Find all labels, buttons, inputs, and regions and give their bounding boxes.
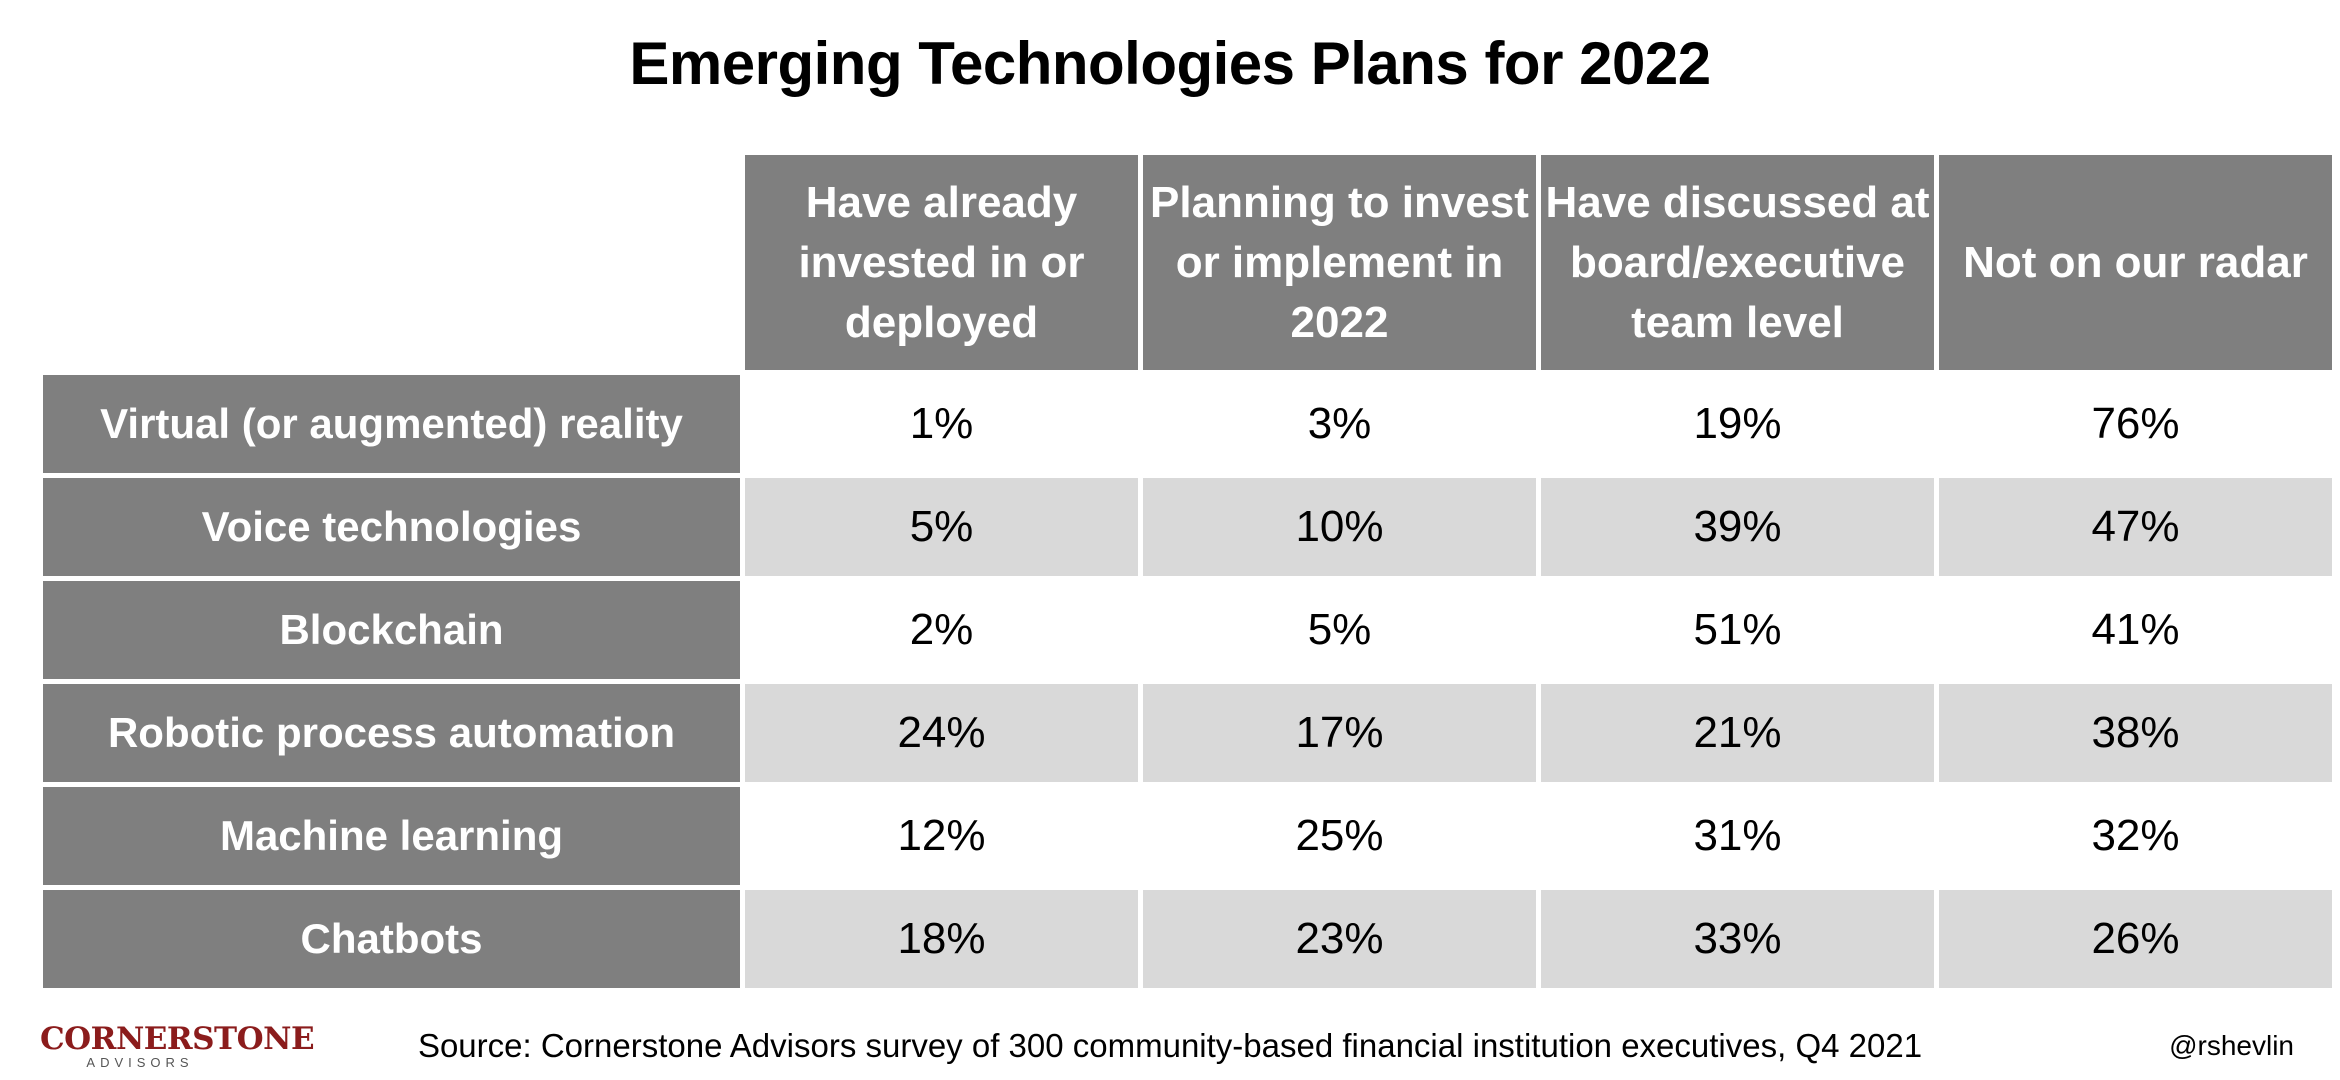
value-cell: 38% — [1939, 684, 2332, 782]
author-handle: @rshevlin — [2169, 1030, 2294, 1061]
value-cell: 23% — [1143, 890, 1536, 988]
column-header: Have already invested in or deployed — [745, 155, 1138, 370]
table-row: Chatbots 18% 23% 33% 26% — [43, 890, 2332, 988]
value-cell: 5% — [1143, 581, 1536, 679]
value-cell: 19% — [1541, 375, 1934, 473]
value-cell: 2% — [745, 581, 1138, 679]
value-cell: 31% — [1541, 787, 1934, 885]
value-cell: 21% — [1541, 684, 1934, 782]
value-cell: 26% — [1939, 890, 2332, 988]
value-cell: 33% — [1541, 890, 1934, 988]
row-header: Machine learning — [43, 787, 740, 885]
column-header: Not on our radar — [1939, 155, 2332, 370]
column-header: Have discussed at board/executive team l… — [1541, 155, 1934, 370]
corner-cell — [43, 155, 740, 370]
value-cell: 24% — [745, 684, 1138, 782]
value-cell: 18% — [745, 890, 1138, 988]
column-header: Planning to invest or implement in 2022 — [1143, 155, 1536, 370]
value-cell: 17% — [1143, 684, 1536, 782]
value-cell: 5% — [745, 478, 1138, 576]
data-table: Have already invested in or deployed Plan… — [38, 150, 2337, 993]
table-row: Blockchain 2% 5% 51% 41% — [43, 581, 2332, 679]
row-header: Virtual (or augmented) reality — [43, 375, 740, 473]
value-cell: 76% — [1939, 375, 2332, 473]
logo-subtitle: ADVISORS — [86, 1055, 194, 1070]
value-cell: 51% — [1541, 581, 1934, 679]
header-row: Have already invested in or deployed Plan… — [43, 155, 2332, 370]
value-cell: 25% — [1143, 787, 1536, 885]
cornerstone-logo: CORNERSTONE ADVISORS — [40, 1021, 315, 1070]
value-cell: 10% — [1143, 478, 1536, 576]
table-body: Virtual (or augmented) reality 1% 3% 19% 76%… — [43, 375, 2332, 988]
value-cell: 3% — [1143, 375, 1536, 473]
table-row: Machine learning 12% 25% 31% 32% — [43, 787, 2332, 885]
value-cell: 39% — [1541, 478, 1934, 576]
table-row: Virtual (or augmented) reality 1% 3% 19% 76% — [43, 375, 2332, 473]
value-cell: 12% — [745, 787, 1138, 885]
source-note: Source: Cornerstone Advisors survey of 3… — [417, 1027, 1923, 1064]
value-cell: 41% — [1939, 581, 2332, 679]
chart-title: Emerging Technologies Plans for 2022 — [629, 30, 1711, 97]
value-cell: 32% — [1939, 787, 2332, 885]
table-row: Voice technologies 5% 10% 39% 47% — [43, 478, 2332, 576]
value-cell: 1% — [745, 375, 1138, 473]
row-header: Robotic process automation — [43, 684, 740, 782]
row-header: Blockchain — [43, 581, 740, 679]
logo-wordmark: CORNERSTONE — [40, 1021, 315, 1057]
row-header: Voice technologies — [43, 478, 740, 576]
table-row: Robotic process automation 24% 17% 21% 38% — [43, 684, 2332, 782]
value-cell: 47% — [1939, 478, 2332, 576]
row-header: Chatbots — [43, 890, 740, 988]
